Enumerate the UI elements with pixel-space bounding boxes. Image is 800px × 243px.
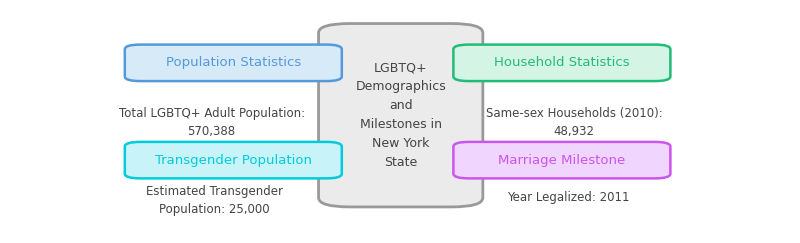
Text: Transgender Population: Transgender Population: [155, 154, 312, 167]
FancyBboxPatch shape: [318, 24, 483, 207]
FancyBboxPatch shape: [125, 45, 342, 81]
FancyBboxPatch shape: [454, 142, 670, 178]
FancyBboxPatch shape: [125, 142, 342, 178]
Text: Population Statistics: Population Statistics: [166, 56, 301, 69]
Text: Household Statistics: Household Statistics: [494, 56, 630, 69]
FancyBboxPatch shape: [454, 45, 670, 81]
Text: Year Legalized: 2011: Year Legalized: 2011: [507, 191, 630, 204]
Text: Total LGBTQ+ Adult Population:
570,388: Total LGBTQ+ Adult Population: 570,388: [118, 107, 305, 138]
Text: Marriage Milestone: Marriage Milestone: [498, 154, 626, 167]
Text: Same-sex Households (2010):
48,932: Same-sex Households (2010): 48,932: [486, 107, 662, 138]
Text: Estimated Transgender
Population: 25,000: Estimated Transgender Population: 25,000: [146, 185, 283, 216]
Text: LGBTQ+
Demographics
and
Milestones in
New York
State: LGBTQ+ Demographics and Milestones in Ne…: [355, 61, 446, 169]
